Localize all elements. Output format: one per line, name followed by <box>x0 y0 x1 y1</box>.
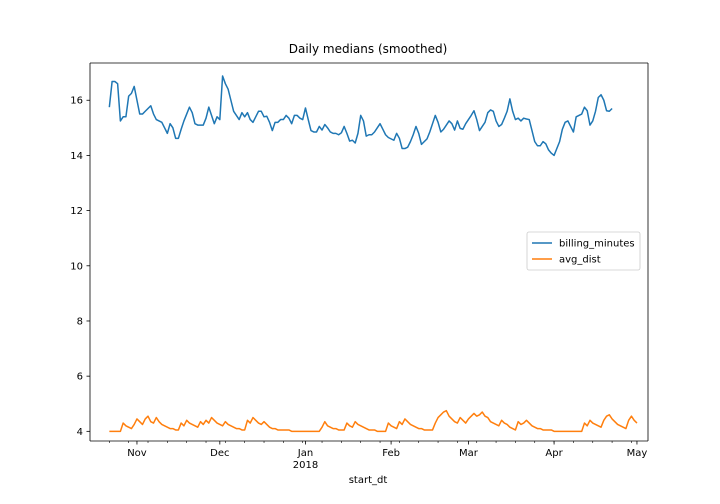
y-tick-label: 8 <box>77 316 83 327</box>
y-tick-label: 10 <box>70 261 83 272</box>
y-tick-label: 12 <box>70 206 83 217</box>
x-tick-label: Feb <box>382 448 400 459</box>
legend-box <box>526 231 641 271</box>
legend-label: billing_minutes <box>559 239 635 250</box>
x-tick-sublabel: 2018 <box>293 460 318 471</box>
series-lines <box>108 75 638 433</box>
x-axis-label: start_dt <box>349 475 388 486</box>
y-tick-label: 4 <box>77 427 83 438</box>
legend-label: avg_dist <box>559 255 601 266</box>
y-tick-label: 6 <box>77 372 83 383</box>
series-line-avg-dist <box>109 409 638 433</box>
legend: billing_minutes avg_dist <box>526 231 641 271</box>
chart-title: Daily medians (smoothed) <box>289 42 448 56</box>
series-line-billing-minutes <box>108 75 613 157</box>
y-tick-label: 14 <box>70 151 83 162</box>
x-tick-label: Dec <box>210 448 229 459</box>
x-tick-label: May <box>627 448 648 459</box>
x-tick-label: Apr <box>545 448 563 459</box>
x-tick-label: Jan <box>297 448 313 459</box>
axes <box>89 62 649 442</box>
y-tick-label: 16 <box>70 96 83 107</box>
x-tick-label: Mar <box>459 448 479 459</box>
x-tick-label: Nov <box>127 448 147 459</box>
